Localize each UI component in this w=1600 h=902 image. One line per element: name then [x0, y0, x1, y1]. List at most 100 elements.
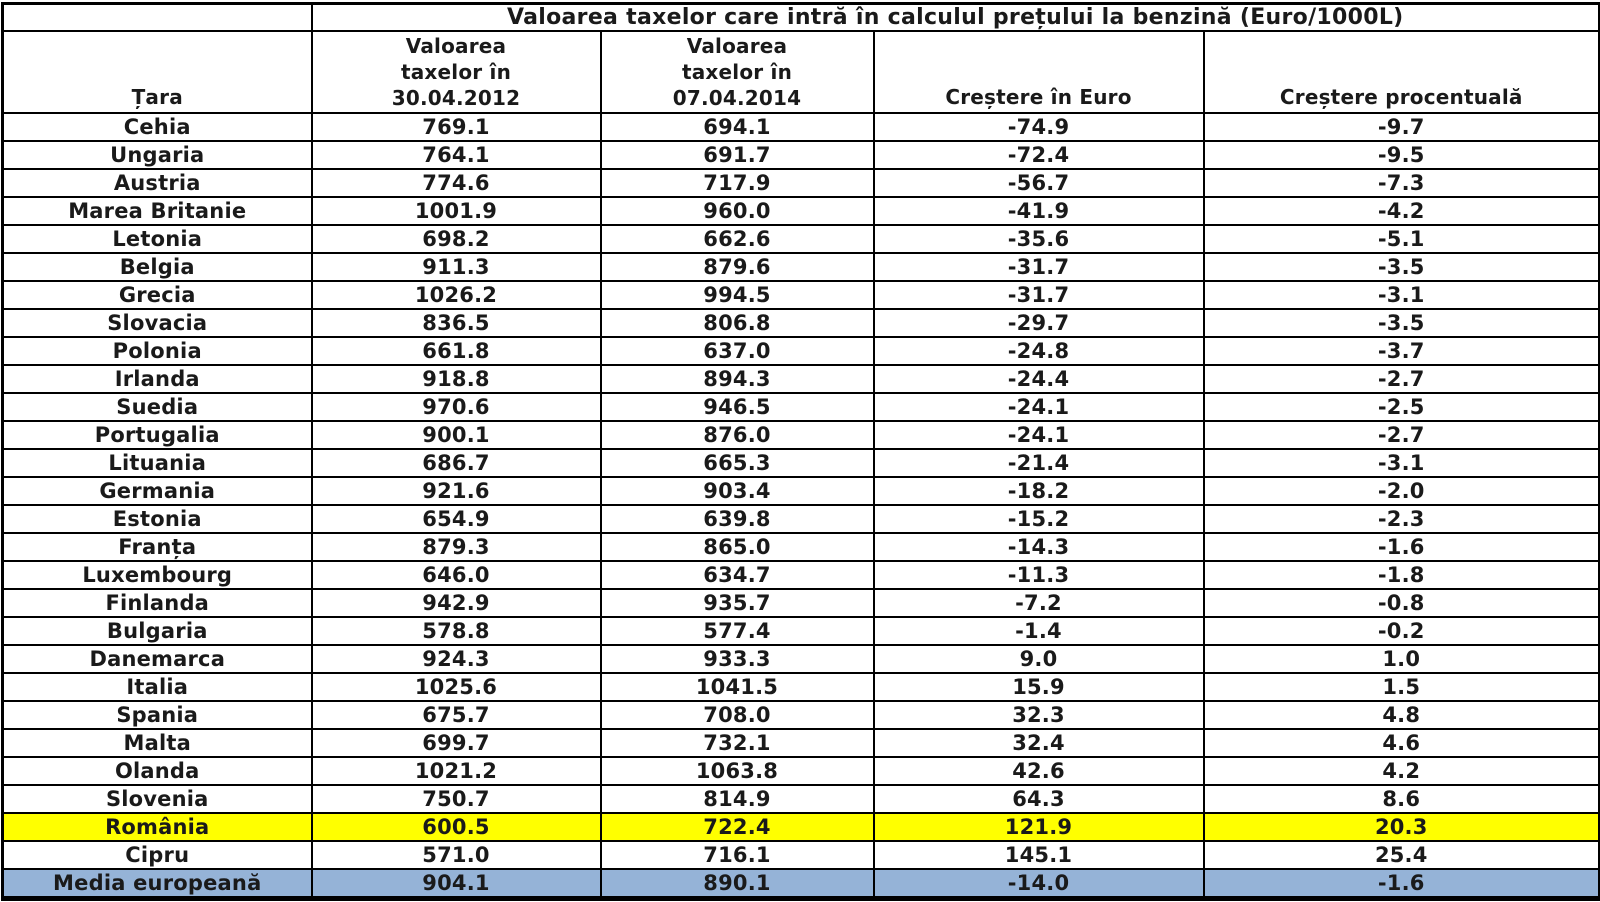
taxe-2012-cell: 1026.2 — [310, 280, 602, 310]
crestere-pct-cell: -2.5 — [1202, 392, 1600, 422]
crestere-euro-cell: -11.3 — [872, 560, 1205, 590]
crestere-euro-cell: 64.3 — [872, 784, 1205, 814]
table-row: Letonia 698.2 662.6 -35.6 -5.1 — [1, 224, 1600, 254]
taxe-2014-cell: 894.3 — [599, 364, 875, 394]
table-title-row: Valoarea taxelor care intră în calculul … — [1, 2, 1600, 32]
taxe-2014-cell: 814.9 — [599, 784, 875, 814]
table-row: Cehia 769.1 694.1 -74.9 -9.7 — [1, 112, 1600, 142]
crestere-pct-cell: 8.6 — [1202, 784, 1600, 814]
table-row: Suedia 970.6 946.5 -24.1 -2.5 — [1, 392, 1600, 422]
table-row: Portugalia 900.1 876.0 -24.1 -2.7 — [1, 420, 1600, 450]
crestere-pct-cell: -3.5 — [1202, 308, 1600, 338]
crestere-pct-cell: 20.3 — [1202, 812, 1600, 842]
country-cell: Spania — [1, 700, 313, 730]
crestere-euro-cell: -31.7 — [872, 280, 1205, 310]
taxe-2014-cell: 716.1 — [599, 840, 875, 870]
taxe-2014-cell: 639.8 — [599, 504, 875, 534]
header-line: taxelor în — [400, 60, 512, 84]
crestere-pct-cell: -3.7 — [1202, 336, 1600, 366]
column-header-crestere-procentuala: Creștere procentuală — [1202, 30, 1600, 114]
taxe-2012-cell: 970.6 — [310, 392, 602, 422]
taxe-2014-cell: 662.6 — [599, 224, 875, 254]
crestere-pct-cell: -2.0 — [1202, 476, 1600, 506]
table-row: Franța 879.3 865.0 -14.3 -1.6 — [1, 532, 1600, 562]
table-body: Cehia 769.1 694.1 -74.9 -9.7 Ungaria 764.1 691.… — [1, 112, 1600, 900]
country-cell: Suedia — [1, 392, 313, 422]
crestere-pct-cell: -0.2 — [1202, 616, 1600, 646]
crestere-euro-cell: -24.4 — [872, 364, 1205, 394]
taxe-2014-cell: 1041.5 — [599, 672, 875, 702]
column-header-taxe-2012: Valoarea taxelor în 30.04.2012 — [310, 30, 602, 114]
country-cell: Franța — [1, 532, 313, 562]
taxe-2012-cell: 578.8 — [310, 616, 602, 646]
crestere-pct-cell: -7.3 — [1202, 168, 1600, 198]
country-cell: Finlanda — [1, 588, 313, 618]
taxe-2014-cell: 933.3 — [599, 644, 875, 674]
taxe-2012-cell: 879.3 — [310, 532, 602, 562]
crestere-pct-cell: -3.1 — [1202, 448, 1600, 478]
table-row: Marea Britanie 1001.9 960.0 -41.9 -4.2 — [1, 196, 1600, 226]
taxe-2014-cell: 708.0 — [599, 700, 875, 730]
crestere-euro-cell: -18.2 — [872, 476, 1205, 506]
taxe-2014-cell: 577.4 — [599, 616, 875, 646]
country-cell: Malta — [1, 728, 313, 758]
taxe-2012-cell: 900.1 — [310, 420, 602, 450]
crestere-euro-cell: -74.9 — [872, 112, 1205, 142]
table-row: Austria 774.6 717.9 -56.7 -7.3 — [1, 168, 1600, 198]
taxe-2012-cell: 600.5 — [310, 812, 602, 842]
table-row: Germania 921.6 903.4 -18.2 -2.0 — [1, 476, 1600, 506]
country-cell: Irlanda — [1, 364, 313, 394]
table-row: Irlanda 918.8 894.3 -24.4 -2.7 — [1, 364, 1600, 394]
crestere-euro-cell: 121.9 — [872, 812, 1205, 842]
taxe-2012-cell: 1021.2 — [310, 756, 602, 786]
taxe-2012-cell: 1025.6 — [310, 672, 602, 702]
country-cell: Belgia — [1, 252, 313, 282]
crestere-pct-cell: 4.8 — [1202, 700, 1600, 730]
taxe-2012-cell: 1001.9 — [310, 196, 602, 226]
crestere-euro-cell: -14.0 — [872, 868, 1205, 900]
taxe-2012-cell: 764.1 — [310, 140, 602, 170]
taxe-2014-cell: 1063.8 — [599, 756, 875, 786]
taxe-2012-cell: 646.0 — [310, 560, 602, 590]
country-cell: Austria — [1, 168, 313, 198]
table-row: Luxembourg 646.0 634.7 -11.3 -1.8 — [1, 560, 1600, 590]
taxe-2012-cell: 769.1 — [310, 112, 602, 142]
taxe-2012-cell: 698.2 — [310, 224, 602, 254]
crestere-euro-cell: -1.4 — [872, 616, 1205, 646]
taxe-2014-cell: 634.7 — [599, 560, 875, 590]
table-title: Valoarea taxelor care intră în calculul … — [310, 2, 1600, 32]
crestere-pct-cell: -9.7 — [1202, 112, 1600, 142]
crestere-pct-cell: 1.5 — [1202, 672, 1600, 702]
taxe-2012-cell: 918.8 — [310, 364, 602, 394]
country-cell: Danemarca — [1, 644, 313, 674]
crestere-euro-cell: 32.3 — [872, 700, 1205, 730]
crestere-pct-cell: -1.8 — [1202, 560, 1600, 590]
crestere-pct-cell: -5.1 — [1202, 224, 1600, 254]
taxe-2012-cell: 654.9 — [310, 504, 602, 534]
crestere-euro-cell: -24.1 — [872, 392, 1205, 422]
table-row: Bulgaria 578.8 577.4 -1.4 -0.2 — [1, 616, 1600, 646]
header-line: 30.04.2012 — [391, 86, 521, 110]
table-row: Malta 699.7 732.1 32.4 4.6 — [1, 728, 1600, 758]
taxe-2014-cell: 637.0 — [599, 336, 875, 366]
crestere-pct-cell: 25.4 — [1202, 840, 1600, 870]
taxe-2012-cell: 904.1 — [310, 868, 602, 900]
taxe-2012-cell: 836.5 — [310, 308, 602, 338]
taxe-2014-cell: 717.9 — [599, 168, 875, 198]
crestere-pct-cell: -2.3 — [1202, 504, 1600, 534]
country-cell: Media europeană — [1, 868, 313, 900]
taxe-2012-cell: 924.3 — [310, 644, 602, 674]
column-header-tara: Țara — [1, 30, 313, 114]
crestere-euro-cell: -7.2 — [872, 588, 1205, 618]
header-line: taxelor în — [681, 60, 793, 84]
taxe-2014-cell: 879.6 — [599, 252, 875, 282]
taxe-2012-cell: 571.0 — [310, 840, 602, 870]
country-cell: Olanda — [1, 756, 313, 786]
country-cell: Slovacia — [1, 308, 313, 338]
taxe-2012-cell: 921.6 — [310, 476, 602, 506]
taxe-2014-cell: 946.5 — [599, 392, 875, 422]
corner-cell — [1, 2, 313, 32]
column-header-taxe-2014: Valoarea taxelor în 07.04.2014 — [599, 30, 875, 114]
crestere-euro-cell: 42.6 — [872, 756, 1205, 786]
